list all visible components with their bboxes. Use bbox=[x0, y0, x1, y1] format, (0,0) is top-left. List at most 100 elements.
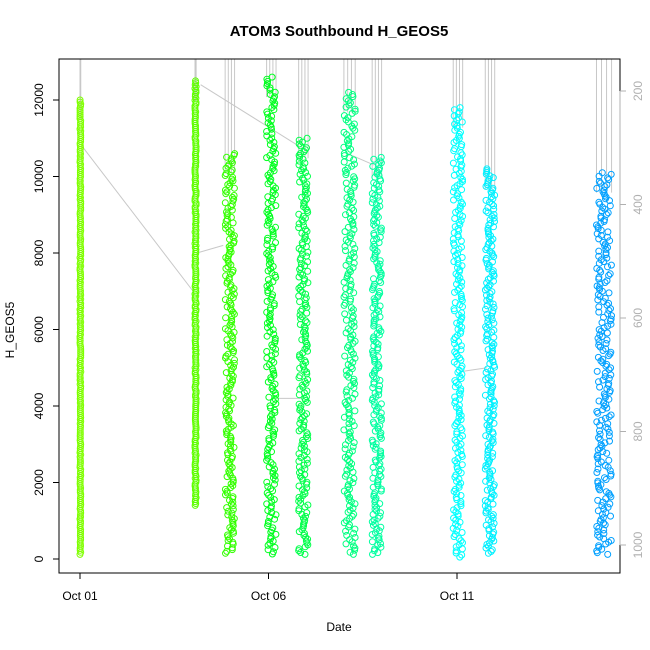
data-point bbox=[593, 418, 601, 426]
data-point bbox=[349, 504, 357, 512]
data-point bbox=[599, 355, 607, 363]
data-point bbox=[377, 159, 385, 167]
data-point bbox=[229, 502, 237, 510]
data-point bbox=[342, 236, 350, 244]
data-point bbox=[604, 228, 612, 236]
data-point bbox=[303, 227, 311, 235]
data-point bbox=[295, 457, 303, 465]
data-point bbox=[298, 440, 306, 448]
data-point bbox=[296, 150, 304, 157]
data-point bbox=[272, 400, 280, 408]
data-point bbox=[481, 502, 489, 510]
data-point bbox=[600, 186, 608, 194]
data-point bbox=[457, 500, 465, 508]
data-point bbox=[265, 247, 273, 255]
data-point bbox=[222, 190, 230, 198]
data-point bbox=[229, 493, 237, 501]
data-point bbox=[271, 99, 279, 107]
data-point bbox=[348, 308, 356, 316]
data-point bbox=[223, 504, 231, 512]
data-point bbox=[490, 411, 498, 419]
data-point bbox=[605, 380, 613, 388]
data-point bbox=[267, 204, 275, 212]
data-point bbox=[371, 250, 379, 257]
data-point bbox=[485, 433, 493, 441]
data-point bbox=[231, 356, 238, 364]
data-point bbox=[485, 233, 493, 241]
data-point bbox=[351, 354, 359, 362]
data-point bbox=[375, 172, 383, 179]
data-point bbox=[223, 153, 231, 161]
data-point bbox=[487, 188, 495, 196]
data-point bbox=[351, 390, 359, 398]
data-point bbox=[452, 379, 460, 387]
data-point bbox=[342, 367, 350, 375]
data-point bbox=[459, 176, 466, 183]
data-point bbox=[449, 188, 457, 196]
data-point bbox=[225, 274, 233, 282]
data-point bbox=[297, 307, 305, 315]
data-point bbox=[302, 537, 310, 545]
data-point bbox=[370, 373, 378, 381]
data-point bbox=[489, 258, 496, 266]
data-point bbox=[377, 414, 385, 422]
data-point bbox=[484, 446, 492, 454]
data-point bbox=[343, 466, 351, 474]
data-point bbox=[228, 193, 236, 201]
data-point bbox=[596, 435, 604, 443]
data-point bbox=[455, 409, 463, 417]
data-point bbox=[597, 458, 605, 466]
data-point bbox=[595, 542, 603, 550]
data-point bbox=[350, 207, 358, 214]
data-point bbox=[489, 514, 497, 522]
data-point bbox=[452, 508, 460, 516]
data-point bbox=[297, 467, 305, 475]
data-point bbox=[263, 241, 271, 249]
data-point bbox=[603, 336, 611, 344]
data-point bbox=[376, 202, 384, 210]
data-point bbox=[344, 238, 352, 246]
data-point bbox=[595, 308, 603, 316]
data-point bbox=[303, 303, 311, 311]
data-point bbox=[604, 233, 611, 241]
data-point bbox=[266, 417, 274, 425]
data-point bbox=[374, 424, 382, 431]
data-point bbox=[263, 250, 271, 257]
data-point bbox=[602, 193, 610, 201]
data-point bbox=[266, 254, 274, 262]
data-point bbox=[350, 542, 357, 550]
data-point bbox=[264, 483, 272, 490]
data-point bbox=[226, 462, 234, 470]
data-point bbox=[593, 469, 601, 476]
data-point bbox=[269, 461, 277, 469]
data-point bbox=[484, 275, 492, 283]
data-point bbox=[488, 316, 496, 324]
data-point bbox=[489, 356, 496, 364]
data-point bbox=[269, 474, 277, 482]
data-point bbox=[298, 216, 306, 224]
data-point bbox=[222, 314, 230, 322]
data-point bbox=[450, 506, 458, 514]
data-point bbox=[377, 509, 384, 517]
data-point bbox=[341, 310, 349, 318]
data-point bbox=[349, 264, 357, 271]
data-point bbox=[607, 411, 615, 419]
data-point bbox=[271, 389, 279, 397]
data-point bbox=[483, 335, 491, 343]
data-point bbox=[295, 493, 303, 501]
data-point bbox=[606, 237, 614, 245]
data-point bbox=[228, 509, 236, 517]
data-point bbox=[346, 493, 354, 501]
data-point bbox=[297, 402, 305, 410]
data-point bbox=[230, 184, 238, 192]
data-point bbox=[347, 295, 355, 303]
data-point bbox=[344, 114, 352, 122]
data-point bbox=[270, 496, 278, 504]
data-point bbox=[371, 215, 379, 223]
data-point bbox=[343, 470, 351, 478]
data-point bbox=[607, 470, 615, 478]
data-point bbox=[344, 325, 352, 333]
data-point bbox=[266, 306, 274, 314]
data-point bbox=[597, 219, 605, 227]
data-point bbox=[454, 522, 462, 530]
